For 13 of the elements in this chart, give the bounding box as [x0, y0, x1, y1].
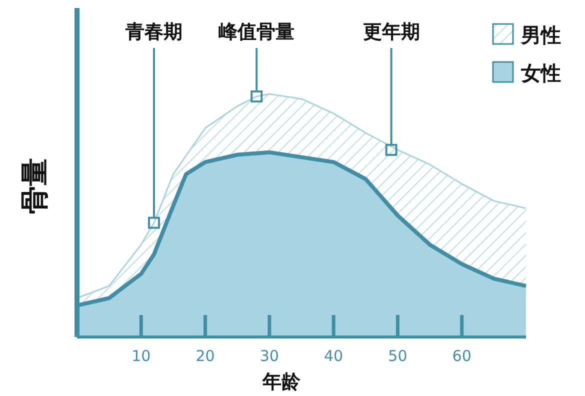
x-tick-label: 60 — [452, 347, 472, 365]
x-tick-label: 30 — [260, 347, 279, 365]
y-axis-title: 骨量 — [18, 158, 51, 214]
legend-label: 女性 — [520, 61, 561, 85]
annotation: 峰值骨量 — [218, 21, 295, 43]
x-tick-label: 20 — [196, 347, 215, 365]
x-tick-label: 50 — [388, 347, 408, 365]
annotation: 青春期 — [124, 21, 182, 43]
x-tick-label: 40 — [324, 347, 344, 365]
x-tick-label: 10 — [132, 347, 151, 365]
annotation: 更年期 — [362, 21, 420, 43]
legend-label: 男性 — [520, 23, 561, 47]
x-axis-title: 年龄 — [262, 371, 302, 393]
